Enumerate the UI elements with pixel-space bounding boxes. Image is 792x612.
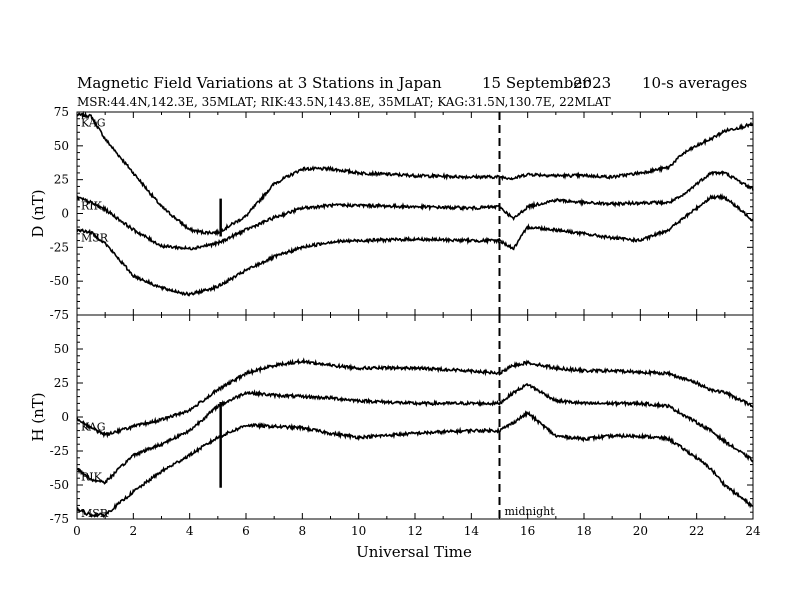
x-tick-label: 0	[73, 524, 81, 538]
stations-line: MSR:44.4N,142.3E, 35MLAT; RIK:43.5N,143.…	[77, 95, 611, 109]
series-label-kag: KAG	[81, 117, 106, 130]
x-tick-label: 20	[633, 524, 648, 538]
y-tick-label: 25	[54, 173, 69, 187]
y-tick-label: -25	[50, 240, 69, 254]
series-label-rik: RIK	[81, 199, 103, 212]
x-tick-label: 22	[689, 524, 704, 538]
panel-frame	[76, 314, 754, 520]
x-tick-label: 14	[464, 524, 480, 538]
y-tick-label: 0	[61, 410, 69, 424]
x-tick-label: 24	[745, 524, 761, 538]
series-line-msr	[76, 409, 754, 519]
series-label-msr: MSR	[81, 232, 109, 245]
x-tick-label: 4	[186, 524, 194, 538]
chart-title: Magnetic Field Variations at 3 Stations …	[77, 74, 442, 92]
x-tick-label: 16	[520, 524, 535, 538]
series-line-rik	[76, 170, 754, 251]
x-tick-label: 10	[351, 524, 366, 538]
y-tick-label: 50	[54, 342, 69, 356]
chart-averaging: 10-s averages	[642, 74, 747, 92]
series-label-kag: KAG	[81, 420, 106, 433]
y-tick-label: 75	[54, 105, 69, 119]
series-label-rik: RIK	[81, 471, 103, 484]
x-tick-label: 6	[242, 524, 250, 538]
y-tick-label: -50	[50, 274, 69, 288]
y-tick-label: 25	[54, 376, 69, 390]
y-tick-label: -25	[50, 444, 69, 458]
x-axis-title: Universal Time	[356, 543, 472, 561]
series-line-msr	[76, 193, 754, 297]
y-axis-title-H: H (nT)	[29, 392, 47, 441]
annotation-midnight: midnight	[505, 505, 556, 518]
x-tick-label: 18	[576, 524, 591, 538]
chart-year: 2023	[573, 74, 611, 92]
y-axis-title-D: D (nT)	[29, 189, 47, 237]
chart-date: 15 September	[482, 74, 590, 92]
series-line-kag	[76, 357, 754, 439]
panel-frame	[76, 111, 754, 316]
x-tick-label: 12	[407, 524, 422, 538]
series-line-kag	[76, 110, 754, 237]
y-tick-label: 50	[54, 139, 69, 153]
y-tick-label: -75	[50, 512, 69, 526]
y-tick-label: -75	[50, 308, 69, 322]
y-tick-label: 0	[61, 207, 69, 221]
y-tick-label: -50	[50, 478, 69, 492]
x-tick-label: 2	[130, 524, 138, 538]
panel-D: 75 50 25 0 -25 -50 -75 D (nT) KAG RIK MSR	[29, 105, 754, 322]
series-line-rik	[76, 382, 754, 485]
series-label-msr: MSR	[81, 507, 109, 520]
x-tick-label: 8	[299, 524, 307, 538]
